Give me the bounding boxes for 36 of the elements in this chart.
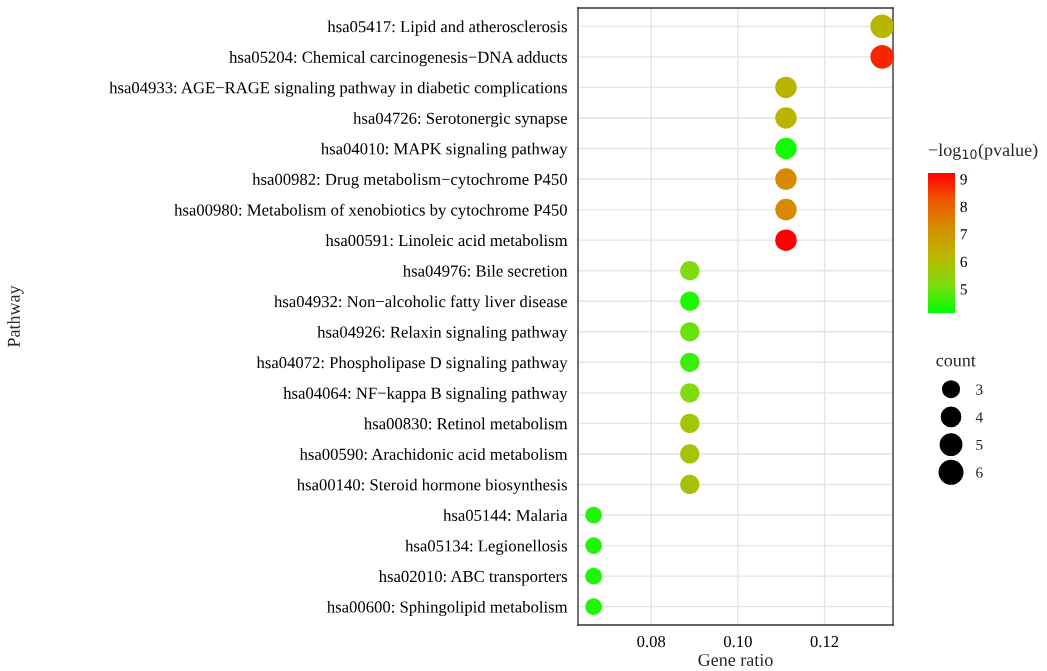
color-bar-label: 6 — [960, 256, 968, 268]
legend-label: 3 — [976, 384, 983, 395]
y-tick-label: hsa00982: Drug metabolism−cytochrome P450 — [252, 173, 567, 189]
y-tick-label: hsa00830: Retinol metabolism — [364, 417, 568, 430]
x-tick-label: 0.10 — [723, 635, 752, 648]
x-tick-label: 0.12 — [810, 635, 839, 648]
y-tick-label: hsa04064: NF−kappa B signaling pathway — [283, 387, 568, 403]
y-tick-label: hsa05144: Malaria — [443, 509, 568, 522]
y-axis-title: Pathway — [7, 285, 24, 348]
y-tick-label: hsa05204: Chemical carcinogenesis−DNA adducts — [229, 51, 567, 67]
color-bar-label: 8 — [960, 201, 967, 213]
y-tick-label: hsa04010: MAPK signaling pathway — [321, 142, 568, 158]
legend-label: 6 — [976, 467, 983, 478]
y-tick-label: hsa04976: Bile secretion — [402, 264, 568, 277]
y-tick-label: hsa00600: Sphingolipid metabolism — [327, 600, 568, 617]
y-tick-label: hsa04726: Serotonergic synapse — [353, 112, 567, 128]
y-tick-label: hsa00590: Arachidonic acid metabolism — [299, 448, 568, 460]
y-tick-label: hsa00140: Steroid hormone biosynthesis — [296, 478, 567, 494]
y-tick-label: hsa04072: Phospholipase D signaling pathway — [256, 356, 568, 372]
legend-label: 5 — [976, 439, 983, 451]
y-tick-label: hsa04926: Relaxin signaling pathway — [317, 325, 568, 342]
y-tick-label: hsa00980: Metabolism of xenobiotics by cytochrome P450 — [174, 203, 567, 220]
y-tick-label: hsa05417: Lipid and atherosclerosis — [327, 20, 567, 36]
color-bar-label: 7 — [960, 229, 968, 240]
y-tick-label: hsa00591: Linoleic acid metabolism — [325, 234, 568, 247]
legend-title: count — [936, 356, 976, 367]
y-tick-label: hsa04933: AGE−RAGE signaling pathway in diabetic complications — [109, 81, 567, 97]
y-tick-label: hsa02010: ABC transporters — [378, 570, 567, 586]
y-tick-label: hsa04932: Non−alcoholic fatty liver disease — [274, 295, 567, 311]
x-axis-title: Gene ratio — [698, 653, 773, 667]
color-bar-label: 5 — [960, 284, 967, 295]
y-tick-label: hsa05134: Legionellosis — [405, 539, 567, 555]
color-bar-title: −log$_{10}$(pvalue) — [928, 143, 1038, 160]
legend-label: 4 — [975, 412, 983, 423]
x-tick-label: 0.08 — [637, 635, 666, 648]
color-bar-label: 9 — [960, 174, 967, 185]
